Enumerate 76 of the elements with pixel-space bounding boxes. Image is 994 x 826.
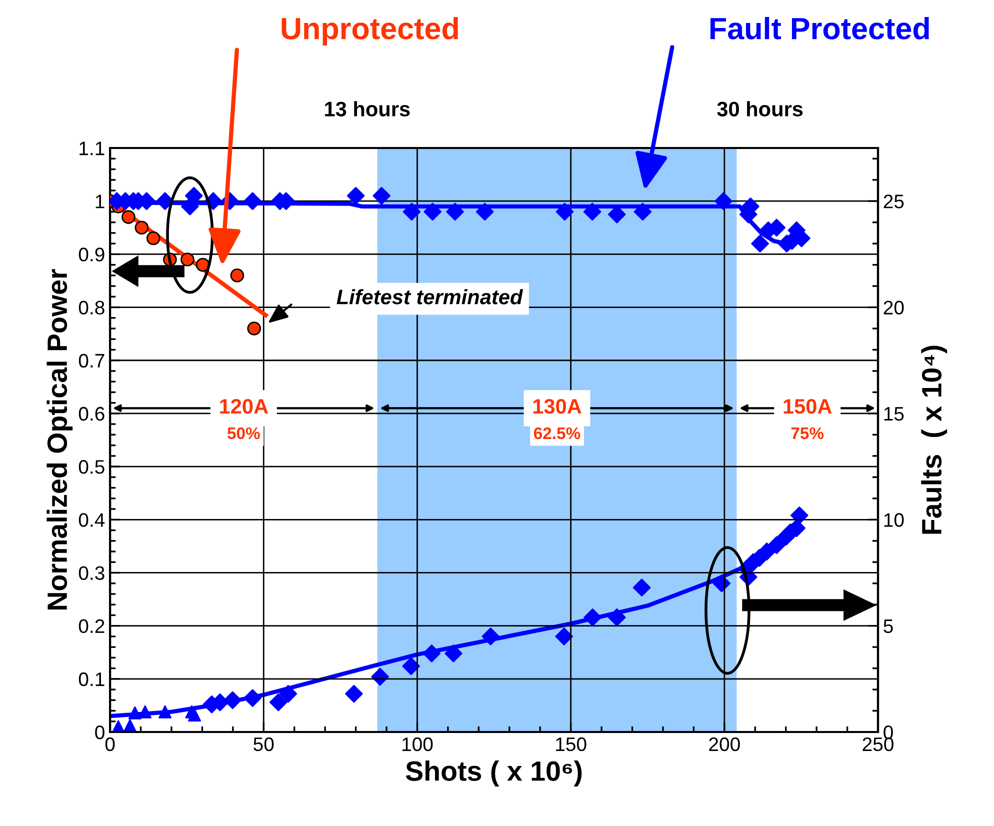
point [345,684,363,703]
x-tick-label: 250 [862,737,894,752]
annotation: 150A [784,398,832,414]
point [138,705,152,718]
x-tick-label: 100 [402,737,433,752]
y-tick-label: 0 [95,725,104,740]
y-tick-label: 0.7 [78,354,104,368]
point [790,506,808,524]
point [230,268,244,282]
point [583,202,602,221]
point [279,684,298,703]
point [444,644,462,662]
point [156,192,174,210]
point [134,220,149,235]
point [422,644,441,662]
point [402,202,421,221]
y2-tick-label: 15 [884,407,904,421]
point [556,202,574,221]
y-axis-title: Normalized Optical Power [46,269,73,610]
annotation: 120A [220,398,268,414]
y-tick-label: 0.8 [78,300,104,315]
annotation: 130A [533,398,582,414]
x-tick-label: 200 [709,737,740,752]
point [372,186,390,205]
point [346,186,365,205]
point [768,536,786,554]
point [128,706,142,720]
y-tick-label: 1.1 [80,142,104,156]
point [247,322,262,336]
y-tick-label: 0.9 [78,248,104,262]
point [244,689,262,707]
point [476,202,494,221]
x-tick-label: 150 [556,737,586,752]
point [188,708,202,722]
x-tick-label: 50 [254,737,274,752]
y-tick-label: 0.4 [78,513,105,527]
annotation: Lifetest terminated [336,289,524,304]
point [608,608,626,626]
point [269,693,288,712]
point [446,202,464,221]
text: Unprotected [282,16,458,46]
point [632,578,651,597]
y2-tick-label: 10 [884,513,904,527]
text: Fault Protected [710,16,929,40]
point [122,210,136,224]
text: 13 hours [325,101,410,116]
point [244,192,262,210]
y2-tick-label: 5 [884,619,893,634]
y-tick-label: 0.2 [78,619,104,634]
point [402,657,420,676]
point [424,202,442,221]
y-tick-label: 0.3 [78,566,104,580]
point [146,231,160,246]
point [634,202,652,221]
y-tick-label: 1 [96,194,104,208]
y2-tick-label: 25 [884,194,904,208]
y-tick-label: 0.5 [78,460,104,474]
point [751,234,769,252]
y-tick-label: 0.1 [78,672,104,686]
point [224,691,242,710]
point [196,258,210,272]
point [180,252,194,266]
point [555,628,573,646]
text: 30 hours [717,101,803,116]
point [158,705,172,718]
annotation: 50% [227,427,260,440]
point [482,628,500,646]
x-tick-label: 0 [105,737,115,752]
y-tick-label: 0.6 [78,406,104,421]
annotation: 62.5% [534,427,580,440]
x-axis-title: Shots ( x 10⁶) [406,760,582,786]
annotation: 75% [791,427,824,440]
point [584,608,602,626]
y2-axis-title: Faults ( x 10⁴) [921,346,948,534]
y2-tick-label: 20 [884,300,904,315]
point [714,192,732,210]
